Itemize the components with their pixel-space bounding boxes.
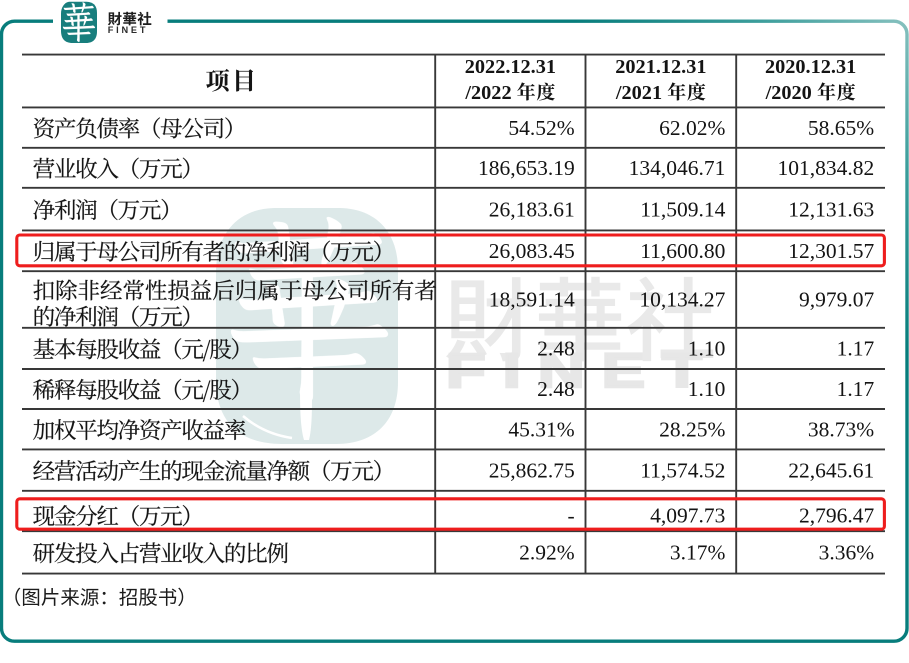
svg-text:12,301.57: 12,301.57: [788, 239, 874, 263]
svg-text:12,131.63: 12,131.63: [788, 197, 874, 221]
svg-text:11,509.14: 11,509.14: [640, 197, 725, 221]
svg-text:54.52%: 54.52%: [508, 116, 574, 140]
svg-text:186,653.19: 186,653.19: [478, 156, 575, 180]
svg-text:38.73%: 38.73%: [808, 417, 874, 441]
svg-text:45.31%: 45.31%: [508, 417, 574, 441]
svg-text:-: -: [568, 504, 575, 528]
svg-text:/2021: /2021: [615, 82, 662, 104]
svg-text:2022.12.31: 2022.12.31: [465, 56, 556, 78]
svg-text:FINET: FINET: [108, 25, 149, 35]
svg-text:3.17%: 3.17%: [670, 541, 726, 565]
svg-text:2.92%: 2.92%: [519, 541, 575, 565]
svg-text:18,591.14: 18,591.14: [489, 288, 575, 312]
svg-text:101,834.82: 101,834.82: [777, 156, 874, 180]
svg-text:2.48: 2.48: [537, 377, 575, 401]
svg-text:62.02%: 62.02%: [659, 116, 725, 140]
svg-text:58.65%: 58.65%: [808, 116, 874, 140]
svg-text:3.36%: 3.36%: [819, 541, 875, 565]
svg-text:2020.12.31: 2020.12.31: [765, 56, 856, 78]
svg-text:1.10: 1.10: [688, 377, 726, 401]
svg-text:22,645.61: 22,645.61: [788, 458, 874, 482]
svg-text:/2022: /2022: [464, 82, 511, 104]
svg-text:2,796.47: 2,796.47: [799, 504, 875, 528]
svg-text:9,979.07: 9,979.07: [799, 288, 875, 312]
svg-text:4,097.73: 4,097.73: [650, 504, 725, 528]
svg-text:1.17: 1.17: [837, 337, 875, 361]
svg-text:FINET: FINET: [446, 344, 719, 398]
svg-text:2021.12.31: 2021.12.31: [615, 56, 706, 78]
svg-text:11,574.52: 11,574.52: [640, 458, 725, 482]
svg-text:28.25%: 28.25%: [659, 417, 725, 441]
svg-text:10,134.27: 10,134.27: [639, 288, 725, 312]
svg-text:/2020: /2020: [765, 82, 812, 104]
svg-text:1.17: 1.17: [837, 377, 875, 401]
svg-text:25,862.75: 25,862.75: [489, 458, 575, 482]
svg-text:2.48: 2.48: [537, 337, 575, 361]
svg-text:11,600.80: 11,600.80: [640, 239, 725, 263]
svg-text:1.10: 1.10: [688, 337, 726, 361]
svg-text:26,083.45: 26,083.45: [489, 239, 575, 263]
svg-text:26,183.61: 26,183.61: [489, 197, 575, 221]
svg-text:134,046.71: 134,046.71: [629, 156, 726, 180]
